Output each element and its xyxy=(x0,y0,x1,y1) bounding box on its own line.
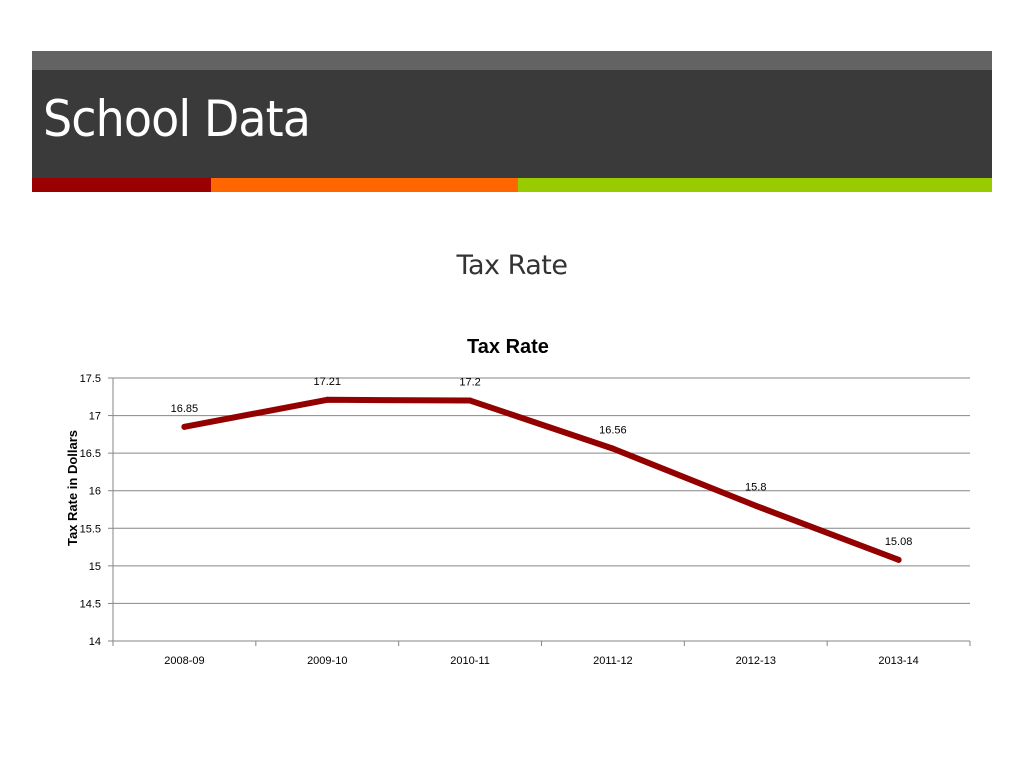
x-tick-label: 2009-10 xyxy=(307,655,347,667)
data-labels: 16.85 17.21 17.2 16.56 15.8 15.08 xyxy=(171,376,913,548)
data-label: 16.85 xyxy=(171,403,199,415)
series-layer xyxy=(181,396,902,563)
axes: 14 14.5 15 15.5 16 16.5 17 17.5 2008-09 2009-10 20… xyxy=(80,373,971,667)
slide-header: School Data xyxy=(32,51,992,178)
y-tick-label: 15 xyxy=(89,561,101,573)
accent-strip-orange xyxy=(211,178,518,192)
y-tick-label: 14 xyxy=(89,636,101,648)
data-label: 15.8 xyxy=(745,482,766,494)
series-line xyxy=(181,396,902,563)
accent-strip-red xyxy=(32,178,211,192)
data-label: 15.08 xyxy=(885,536,913,548)
data-point xyxy=(609,445,616,452)
y-tick-label: 16 xyxy=(89,486,101,498)
x-tick-label: 2012-13 xyxy=(736,655,776,667)
y-tick-label: 17 xyxy=(89,411,101,423)
accent-strip-green xyxy=(518,178,992,192)
gridlines xyxy=(113,377,970,604)
data-label: 16.56 xyxy=(599,425,627,437)
x-tick-label: 2011-12 xyxy=(593,655,633,667)
data-label: 17.21 xyxy=(313,376,341,388)
y-tick-label: 14.5 xyxy=(80,598,101,610)
data-point xyxy=(324,396,331,403)
x-tick-label: 2010-11 xyxy=(450,655,490,667)
data-point xyxy=(181,423,188,430)
data-label: 17.2 xyxy=(459,377,480,389)
data-point xyxy=(752,502,759,509)
x-tick-label: 2013-14 xyxy=(878,655,918,667)
slide-title: School Data xyxy=(43,90,311,148)
y-tick-label: 16.5 xyxy=(80,448,101,460)
chart-title: Tax Rate xyxy=(467,336,549,358)
slide-subtitle: Tax Rate xyxy=(456,250,568,281)
data-point xyxy=(895,556,902,563)
header-top-band xyxy=(32,51,992,70)
y-tick-label: 15.5 xyxy=(80,523,101,535)
data-point xyxy=(467,397,474,404)
y-tick-label: 17.5 xyxy=(80,373,101,385)
x-tick-label: 2008-09 xyxy=(164,655,204,667)
y-axis-label: Tax Rate in Dollars xyxy=(65,430,80,546)
